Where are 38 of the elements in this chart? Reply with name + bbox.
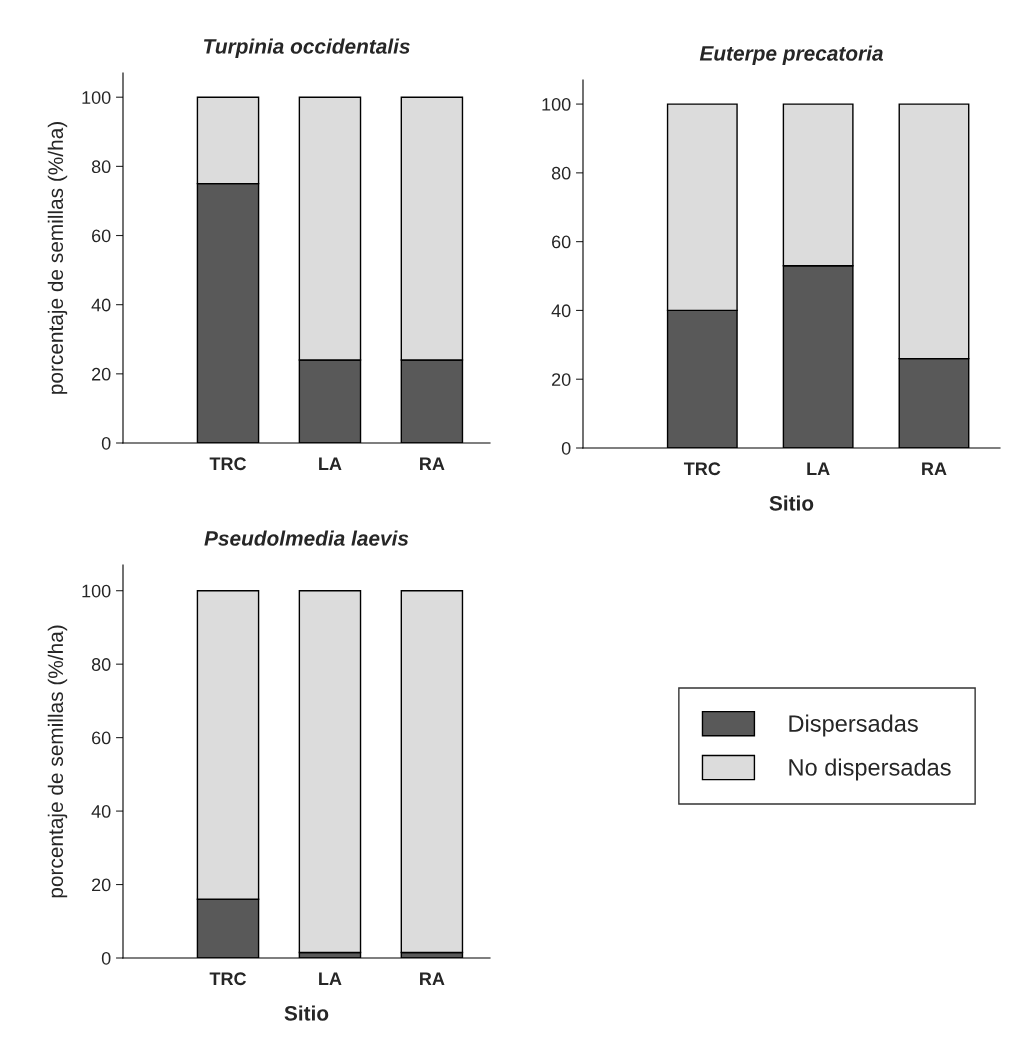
y-axis-title: porcentaje de semillas (%/ha) bbox=[47, 122, 68, 394]
x-tick-label: TRC bbox=[209, 457, 247, 471]
chart-title: Pseudolmedia laevis bbox=[204, 530, 409, 546]
x-tick-label: TRC bbox=[209, 972, 247, 986]
chart-title: Euterpe precatoria bbox=[699, 45, 883, 65]
y-tick-label: 0 bbox=[561, 441, 571, 455]
y-tick-label: 40 bbox=[91, 298, 111, 312]
y-tick-label: 100 bbox=[82, 584, 111, 598]
y-tick-label: 20 bbox=[552, 373, 571, 386]
x-tick-label: LA bbox=[807, 462, 830, 475]
y-tick-label: 100 bbox=[542, 98, 571, 111]
x-tick-label: RA bbox=[922, 462, 947, 475]
y-tick-label: 80 bbox=[551, 166, 571, 180]
y-tick-label: 40 bbox=[91, 805, 111, 818]
y-tick-label: 20 bbox=[92, 367, 111, 381]
y-tick-label: 20 bbox=[92, 878, 111, 892]
y-tick-label: 60 bbox=[552, 235, 571, 249]
x-axis-title: Sitio bbox=[284, 1005, 329, 1021]
x-tick-label: LA bbox=[319, 457, 342, 470]
x-tick-label: RA bbox=[420, 972, 445, 985]
y-tick-label: 40 bbox=[551, 304, 571, 318]
y-tick-label: 0 bbox=[101, 436, 111, 450]
y-tick-label: 0 bbox=[101, 951, 111, 965]
y-tick-label: 80 bbox=[91, 160, 111, 174]
x-tick-label: RA bbox=[420, 457, 445, 470]
legend-label: No dispersadas bbox=[789, 758, 951, 781]
chart-title: Turpinia occidentalis bbox=[203, 38, 410, 58]
bar bbox=[400, 590, 464, 954]
y-tick-label: 60 bbox=[92, 731, 111, 745]
bar bbox=[298, 590, 362, 954]
y-tick-label: 100 bbox=[82, 91, 111, 104]
x-tick-label: TRC bbox=[683, 462, 721, 476]
y-axis-title: porcentaje de semillas (%/ha) bbox=[47, 625, 68, 898]
legend-label: Dispersadas bbox=[789, 714, 918, 737]
x-axis-title: Sitio bbox=[769, 495, 814, 511]
y-tick-label: 80 bbox=[91, 658, 111, 671]
y-tick-label: 60 bbox=[92, 229, 111, 243]
x-tick-label: LA bbox=[319, 972, 342, 985]
